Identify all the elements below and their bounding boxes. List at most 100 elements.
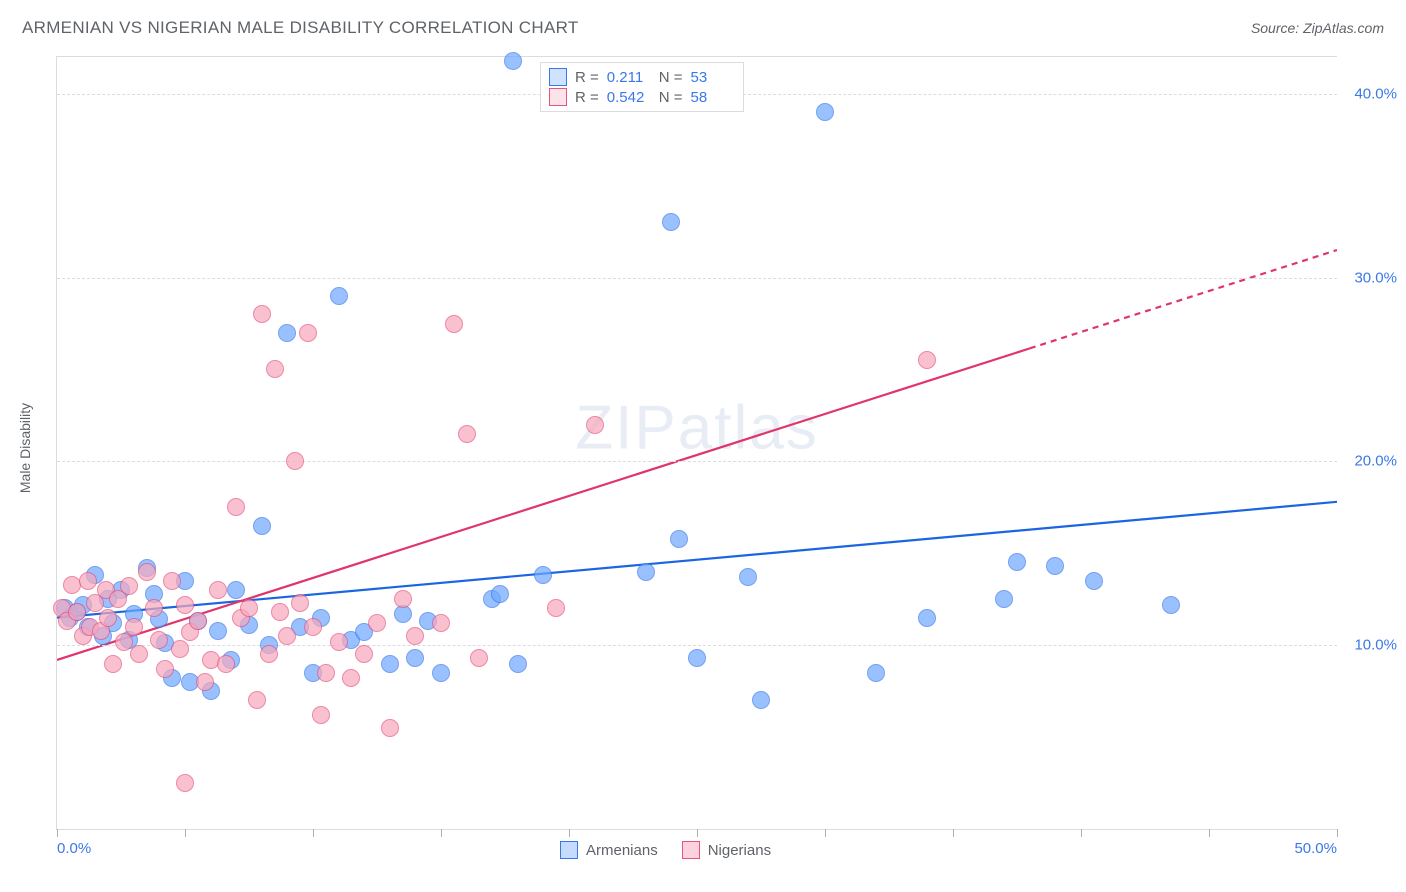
data-point <box>491 585 509 603</box>
x-axis-label-left: 0.0% <box>57 840 91 857</box>
data-point <box>637 563 655 581</box>
data-point <box>995 590 1013 608</box>
source-attribution: Source: ZipAtlas.com <box>1251 20 1384 36</box>
data-point <box>662 213 680 231</box>
data-point <box>209 581 227 599</box>
data-point <box>381 719 399 737</box>
data-point <box>138 563 156 581</box>
data-point <box>266 360 284 378</box>
data-point <box>278 324 296 342</box>
data-point <box>406 627 424 645</box>
legend-n-label: N = <box>659 89 683 106</box>
legend-row: R =0.542N =58 <box>549 87 735 107</box>
data-point <box>130 645 148 663</box>
data-point <box>1085 572 1103 590</box>
legend-r-label: R = <box>575 69 599 86</box>
data-point <box>176 596 194 614</box>
data-point <box>752 691 770 709</box>
data-point <box>381 655 399 673</box>
data-point <box>99 609 117 627</box>
x-tick <box>185 829 186 837</box>
watermark: ZIPatlas <box>575 392 818 463</box>
data-point <box>368 614 386 632</box>
legend-item: Nigerians <box>682 840 771 860</box>
data-point <box>1162 596 1180 614</box>
legend-r-value: 0.211 <box>607 69 651 86</box>
data-point <box>227 581 245 599</box>
data-point <box>432 664 450 682</box>
data-point <box>145 599 163 617</box>
x-tick <box>441 829 442 837</box>
data-point <box>196 673 214 691</box>
scatter-plot: ZIPatlas 10.0%20.0%30.0%40.0%0.0%50.0% <box>56 56 1337 830</box>
data-point <box>271 603 289 621</box>
data-point <box>227 498 245 516</box>
data-point <box>330 633 348 651</box>
data-point <box>406 649 424 667</box>
data-point <box>867 664 885 682</box>
legend-series-label: Armenians <box>586 842 658 859</box>
data-point <box>394 590 412 608</box>
x-tick <box>1081 829 1082 837</box>
data-point <box>68 603 86 621</box>
data-point <box>688 649 706 667</box>
x-tick <box>57 829 58 837</box>
data-point <box>445 315 463 333</box>
legend-row: R =0.211N =53 <box>549 67 735 87</box>
legend-swatch <box>682 841 700 859</box>
data-point <box>317 664 335 682</box>
correlation-legend: R =0.211N =53R =0.542N =58 <box>540 62 744 112</box>
data-point <box>918 609 936 627</box>
x-tick <box>1337 829 1338 837</box>
legend-r-value: 0.542 <box>607 89 651 106</box>
data-point <box>432 614 450 632</box>
data-point <box>586 416 604 434</box>
data-point <box>1046 557 1064 575</box>
series-legend: Armenians Nigerians <box>560 840 771 860</box>
data-point <box>189 612 207 630</box>
data-point <box>547 599 565 617</box>
x-tick <box>697 829 698 837</box>
x-tick <box>825 829 826 837</box>
data-point <box>278 627 296 645</box>
data-point <box>150 631 168 649</box>
data-point <box>79 572 97 590</box>
data-point <box>304 618 322 636</box>
y-tick-label: 10.0% <box>1342 637 1397 654</box>
data-point <box>458 425 476 443</box>
data-point <box>156 660 174 678</box>
data-point <box>248 691 266 709</box>
data-point <box>504 52 522 70</box>
data-point <box>171 640 189 658</box>
legend-swatch <box>549 88 567 106</box>
legend-n-label: N = <box>659 69 683 86</box>
y-tick-label: 40.0% <box>1342 85 1397 102</box>
y-tick-label: 30.0% <box>1342 269 1397 286</box>
data-point <box>1008 553 1026 571</box>
data-point <box>670 530 688 548</box>
gridline <box>57 278 1337 279</box>
data-point <box>355 645 373 663</box>
data-point <box>120 577 138 595</box>
data-point <box>163 572 181 590</box>
data-point <box>299 324 317 342</box>
x-tick <box>569 829 570 837</box>
data-point <box>470 649 488 667</box>
x-tick <box>313 829 314 837</box>
chart-title: ARMENIAN VS NIGERIAN MALE DISABILITY COR… <box>22 18 579 38</box>
data-point <box>176 774 194 792</box>
legend-swatch <box>549 68 567 86</box>
legend-item: Armenians <box>560 840 658 860</box>
data-point <box>816 103 834 121</box>
y-axis-label: Male Disability <box>17 403 33 493</box>
data-point <box>739 568 757 586</box>
data-point <box>342 669 360 687</box>
x-tick <box>953 829 954 837</box>
trend-lines <box>57 57 1337 829</box>
data-point <box>534 566 552 584</box>
legend-r-label: R = <box>575 89 599 106</box>
gridline <box>57 461 1337 462</box>
data-point <box>217 655 235 673</box>
x-tick <box>1209 829 1210 837</box>
data-point <box>330 287 348 305</box>
